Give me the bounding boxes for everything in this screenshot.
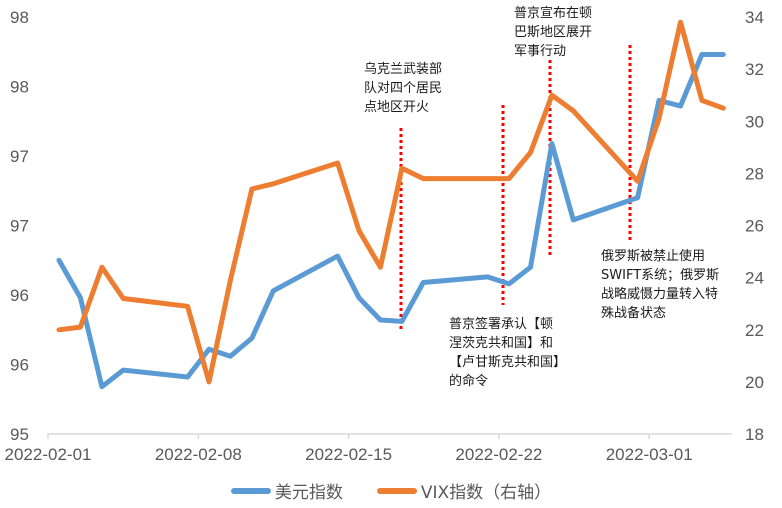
annotation-text: 涅茨克共和国】和 (449, 336, 553, 351)
right-y-tick-label: 30 (745, 112, 764, 131)
annotation-text: 军事行动 (514, 44, 566, 59)
annotation-text: 普京签署承认【顿 (449, 316, 553, 332)
event-annotations: 乌克兰武装部队对四个居民点地区开火普京签署承认【顿涅茨克共和国】和【卢甘斯克共和… (364, 5, 719, 389)
annotation-text: 战略威慑力量转入特 (601, 286, 718, 302)
vix-index-line (56, 19, 726, 385)
annotation-text: SWIFT系统；俄罗斯 (601, 268, 719, 283)
left-y-tick-label: 98 (10, 8, 29, 27)
left-y-tick-label: 95 (10, 425, 29, 444)
x-tick-label: 2022-02-22 (455, 445, 542, 464)
usd-index-line (56, 52, 726, 390)
annotation-text: 的命令 (449, 373, 488, 389)
annotation-text: 乌克兰武装部 (364, 61, 442, 77)
legend-item-vix: VIX指数（右轴） (376, 478, 552, 503)
annotation-text: 俄罗斯被禁止使用 (601, 248, 705, 264)
right-y-tick-label: 20 (745, 373, 764, 392)
right-y-tick-label: 18 (745, 425, 764, 444)
legend-label-usd: 美元指数 (274, 483, 343, 503)
x-tick-label: 2022-03-01 (606, 445, 693, 464)
annotation-text: 殊战备状态 (601, 305, 666, 321)
right-y-tick-label: 28 (745, 164, 764, 183)
annotation-text: 巴斯地区展开 (514, 25, 592, 40)
annotation-text: 队对四个居民 (364, 81, 442, 96)
legend-label-vix: VIX指数（右轴） (420, 483, 552, 503)
x-tick-label: 2022-02-08 (155, 445, 242, 464)
x-tick-label: 2022-02-15 (305, 445, 392, 464)
legend: 美元指数 VIX指数（右轴） (0, 478, 782, 503)
left-y-tick-label: 96 (10, 356, 29, 375)
annotation-text: 【卢甘斯克共和国】 (449, 354, 566, 370)
series-lines (56, 19, 726, 390)
right-y-tick-label: 24 (745, 269, 764, 288)
left-y-tick-label: 96 (10, 286, 29, 305)
right-y-tick-label: 22 (745, 321, 764, 340)
left-y-tick-label: 98 (10, 78, 29, 97)
left-y-tick-label: 97 (10, 217, 29, 236)
legend-swatch-usd (230, 487, 271, 494)
right-y-axis: 18 20 22 24 26 28 30 32 34 (745, 8, 764, 444)
annotation-text: 普京宣布在顿 (514, 5, 592, 21)
x-axis: 2022-02-01 2022-02-08 2022-02-15 2022-02-22… (5, 434, 693, 464)
right-y-tick-label: 32 (745, 60, 764, 79)
left-y-tick-label: 97 (10, 147, 29, 166)
legend-swatch-vix (376, 487, 417, 494)
annotation-text: 点地区开火 (364, 100, 429, 115)
right-y-tick-label: 26 (745, 217, 764, 236)
left-y-axis: 95 96 96 97 97 98 98 (10, 8, 29, 444)
x-tick-label: 2022-02-01 (5, 445, 92, 464)
legend-item-usd: 美元指数 (230, 478, 343, 503)
right-y-tick-label: 34 (745, 8, 764, 27)
